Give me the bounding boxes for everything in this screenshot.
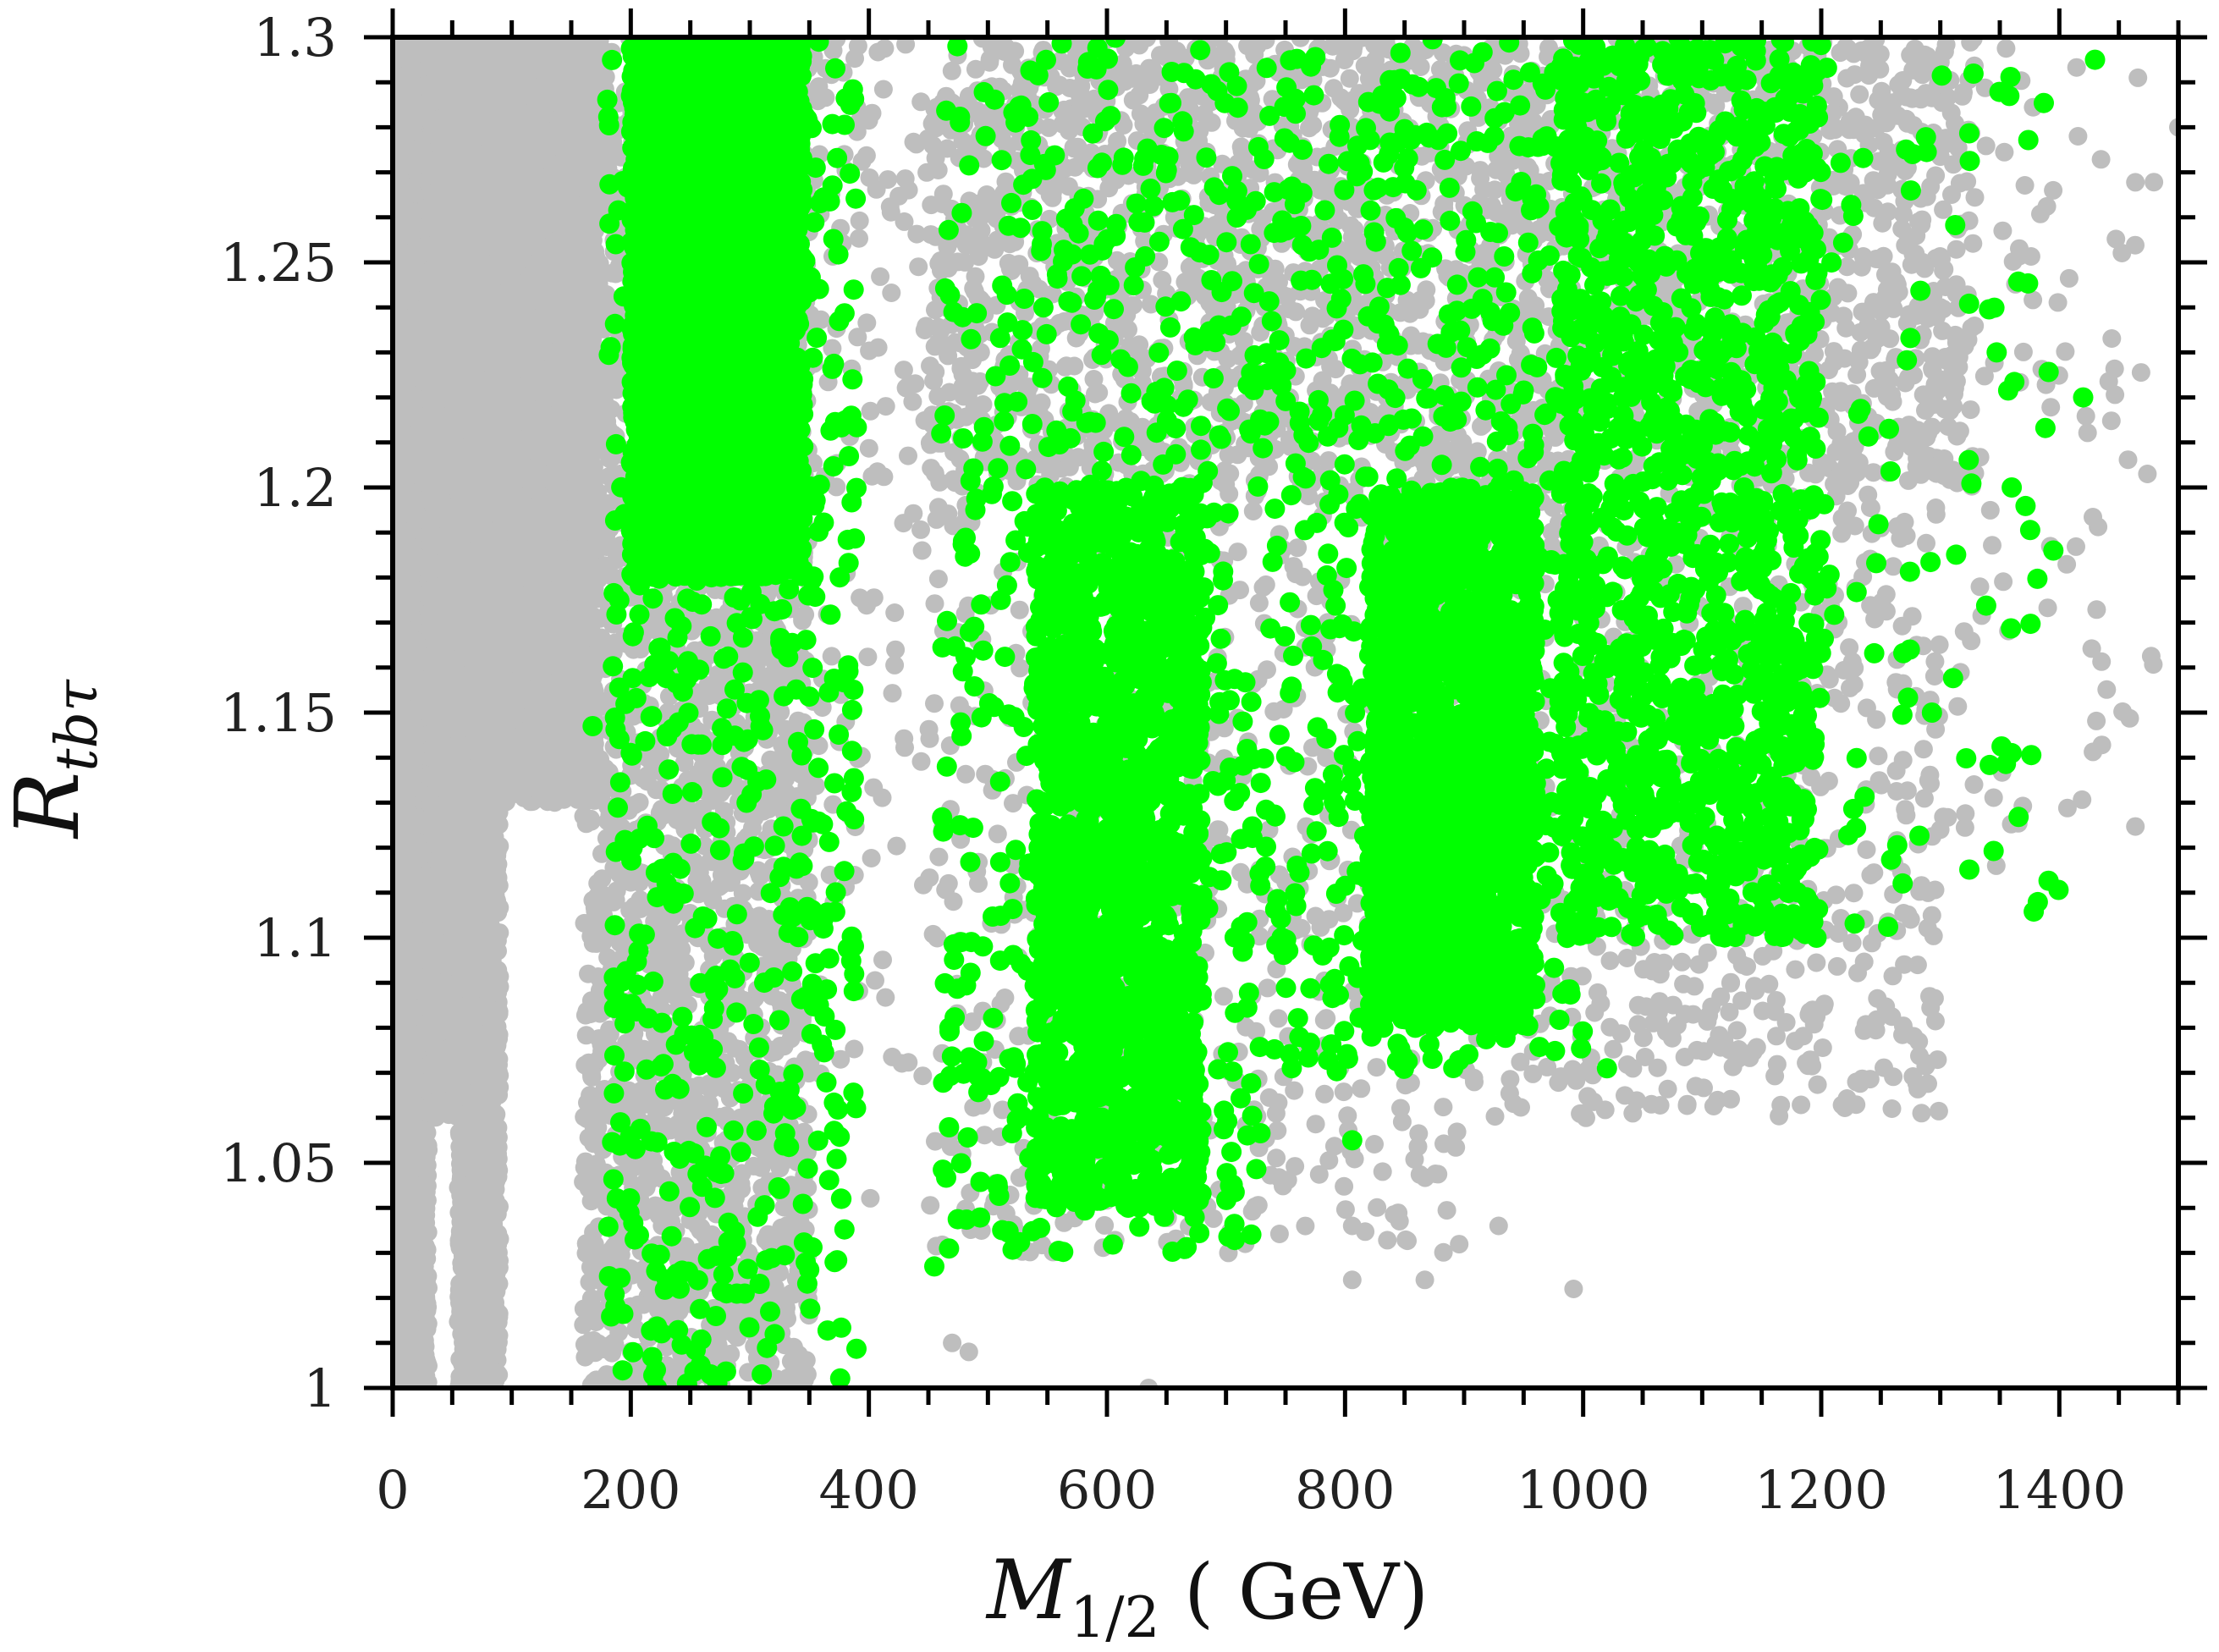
data-point [414, 1327, 433, 1346]
data-point [394, 547, 414, 566]
data-point [393, 874, 412, 894]
data-point [400, 278, 420, 297]
data-point [420, 1055, 439, 1075]
data-point [421, 1071, 440, 1090]
data-point [397, 1344, 416, 1363]
data-point [394, 701, 414, 720]
data-point [397, 919, 416, 939]
data-point [395, 960, 415, 979]
data-point [393, 1206, 412, 1225]
data-point [421, 413, 440, 432]
data-point [394, 523, 414, 542]
data-point [416, 1308, 435, 1327]
data-point [393, 412, 412, 431]
data-point [398, 1223, 416, 1242]
data-point [393, 309, 405, 328]
data-point [394, 359, 414, 377]
data-point [394, 1319, 414, 1339]
data-point [399, 179, 418, 199]
data-point [395, 781, 415, 801]
data-point [417, 1240, 437, 1259]
data-point [400, 1252, 420, 1271]
data-point [427, 1038, 447, 1057]
data-point [399, 1363, 418, 1383]
data-point [395, 806, 415, 825]
data-point [396, 1084, 416, 1103]
data-point [393, 602, 412, 621]
data-point [408, 1141, 427, 1160]
data-point [395, 855, 415, 874]
data-point [403, 647, 422, 666]
data-point [397, 466, 416, 486]
data-point [393, 939, 405, 959]
data-point [394, 1030, 414, 1049]
data-point [400, 432, 420, 452]
